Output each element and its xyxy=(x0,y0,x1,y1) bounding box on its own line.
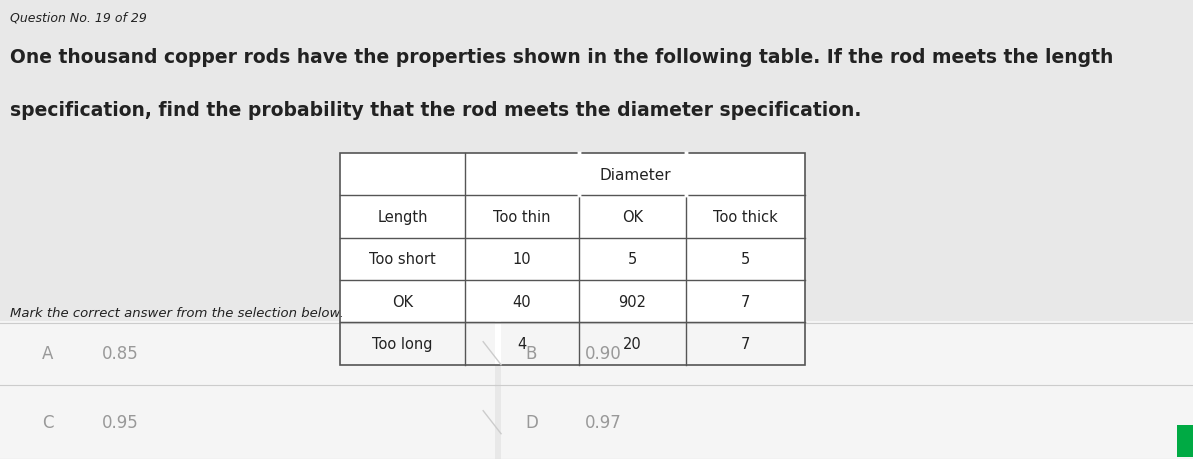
Text: One thousand copper rods have the properties shown in the following table. If th: One thousand copper rods have the proper… xyxy=(10,48,1113,67)
Text: Too short: Too short xyxy=(370,252,435,267)
Text: A: A xyxy=(42,344,54,363)
Text: 902: 902 xyxy=(618,294,647,309)
Text: 5: 5 xyxy=(741,252,750,267)
Text: OK: OK xyxy=(392,294,413,309)
Text: 0.85: 0.85 xyxy=(101,344,138,363)
Text: 4: 4 xyxy=(518,336,526,351)
Text: 0.90: 0.90 xyxy=(585,344,622,363)
Text: Too thick: Too thick xyxy=(713,210,778,224)
Text: Diameter: Diameter xyxy=(599,168,672,182)
Text: D: D xyxy=(525,413,538,431)
Text: 0.95: 0.95 xyxy=(101,413,138,431)
Text: 20: 20 xyxy=(623,336,642,351)
Text: Question No. 19 of 29: Question No. 19 of 29 xyxy=(10,11,147,24)
Bar xyxy=(1177,425,1193,457)
Text: Too thin: Too thin xyxy=(493,210,551,224)
Text: Mark the correct answer from the selection below.: Mark the correct answer from the selecti… xyxy=(10,306,344,319)
Text: OK: OK xyxy=(622,210,643,224)
Text: specification, find the probability that the rod meets the diameter specificatio: specification, find the probability that… xyxy=(10,101,861,120)
Text: C: C xyxy=(42,413,54,431)
Text: B: B xyxy=(525,344,537,363)
Text: 0.97: 0.97 xyxy=(585,413,622,431)
Text: 7: 7 xyxy=(741,336,750,351)
Text: 40: 40 xyxy=(513,294,531,309)
Text: 7: 7 xyxy=(741,294,750,309)
Text: 5: 5 xyxy=(628,252,637,267)
Text: Length: Length xyxy=(377,210,428,224)
Text: 10: 10 xyxy=(513,252,531,267)
Text: Too long: Too long xyxy=(372,336,433,351)
